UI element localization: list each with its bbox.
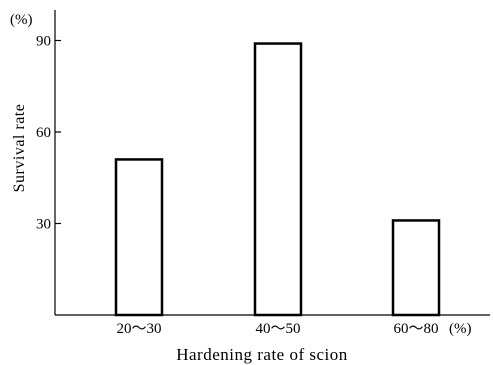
y-axis-unit: (%): [10, 12, 33, 28]
x-tick-labels: 20～30 40～50 60～80: [116, 321, 438, 337]
x-tick-label: 60～80: [393, 321, 438, 337]
x-tick-label: 20～30: [116, 321, 161, 337]
x-axis-unit: (%): [449, 321, 472, 337]
bars: [114, 42, 441, 317]
y-axis-label: Survival rate: [11, 104, 28, 193]
y-tick-label: 90: [36, 34, 51, 50]
bar: [253, 42, 303, 317]
bar: [114, 158, 164, 317]
bar: [391, 219, 441, 317]
y-tick-label: 60: [36, 125, 51, 141]
x-tick-label: 40～50: [255, 321, 300, 337]
y-tick-label: 30: [36, 217, 51, 233]
y-ticks: 30 60 90: [36, 34, 61, 233]
x-axis-label: Hardening rate of scion: [176, 345, 348, 364]
